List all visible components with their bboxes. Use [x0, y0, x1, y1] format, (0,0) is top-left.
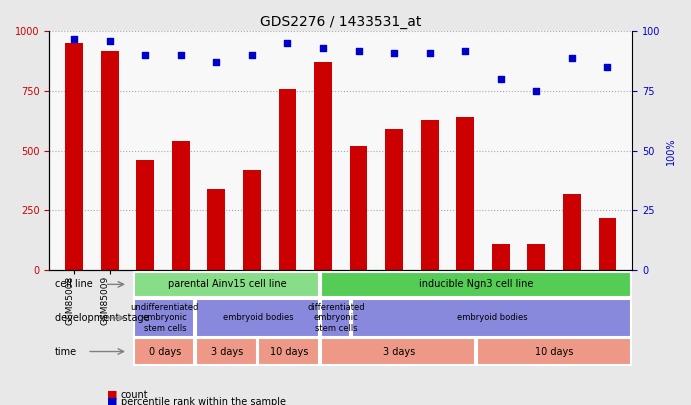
- Point: [247, 52, 258, 59]
- Bar: [321, 338, 475, 365]
- Point: [176, 52, 187, 59]
- Text: ■: ■: [107, 390, 117, 400]
- Text: time: time: [55, 347, 77, 356]
- Text: count: count: [121, 390, 149, 400]
- Bar: [134, 272, 319, 297]
- Bar: [492, 244, 510, 270]
- Bar: [321, 272, 631, 297]
- Bar: [314, 62, 332, 270]
- Point: [602, 64, 613, 70]
- Bar: [321, 299, 350, 337]
- Bar: [196, 338, 256, 365]
- Point: [460, 47, 471, 54]
- Text: ■: ■: [107, 397, 117, 405]
- Text: parental Ainv15 cell line: parental Ainv15 cell line: [168, 279, 287, 289]
- Bar: [207, 189, 225, 270]
- Y-axis label: 100%: 100%: [666, 137, 676, 164]
- Text: cell line: cell line: [55, 279, 93, 289]
- Point: [211, 59, 222, 66]
- Point: [531, 88, 542, 94]
- Bar: [134, 338, 194, 365]
- Text: 10 days: 10 days: [536, 347, 574, 356]
- Bar: [477, 338, 631, 365]
- Text: development stage: development stage: [55, 313, 150, 323]
- Bar: [65, 43, 83, 270]
- Bar: [563, 194, 581, 270]
- Bar: [136, 160, 154, 270]
- Point: [567, 54, 578, 61]
- Point: [495, 76, 507, 82]
- Bar: [134, 299, 194, 337]
- Text: 0 days: 0 days: [149, 347, 181, 356]
- Bar: [598, 217, 616, 270]
- Bar: [243, 170, 261, 270]
- Text: embryoid bodies: embryoid bodies: [457, 313, 527, 322]
- Text: inducible Ngn3 cell line: inducible Ngn3 cell line: [419, 279, 533, 289]
- Text: 3 days: 3 days: [211, 347, 243, 356]
- Point: [388, 50, 399, 56]
- Bar: [352, 299, 631, 337]
- Bar: [456, 117, 474, 270]
- Point: [68, 35, 79, 42]
- Point: [140, 52, 151, 59]
- Text: undifferentiated
embryonic
stem cells: undifferentiated embryonic stem cells: [131, 303, 199, 333]
- Text: 3 days: 3 days: [383, 347, 415, 356]
- Bar: [172, 141, 189, 270]
- Text: embryoid bodies: embryoid bodies: [223, 313, 294, 322]
- Point: [317, 45, 328, 51]
- Bar: [421, 120, 439, 270]
- Point: [424, 50, 435, 56]
- Text: 10 days: 10 days: [270, 347, 309, 356]
- Point: [353, 47, 364, 54]
- Point: [104, 38, 115, 44]
- Bar: [278, 89, 296, 270]
- Title: GDS2276 / 1433531_at: GDS2276 / 1433531_at: [260, 15, 422, 29]
- Text: differentiated
embryonic
stem cells: differentiated embryonic stem cells: [307, 303, 365, 333]
- Bar: [350, 146, 368, 270]
- Text: percentile rank within the sample: percentile rank within the sample: [121, 397, 286, 405]
- Point: [282, 40, 293, 47]
- Bar: [196, 299, 319, 337]
- Bar: [527, 244, 545, 270]
- Bar: [258, 338, 319, 365]
- Bar: [101, 51, 119, 270]
- Bar: [385, 129, 403, 270]
